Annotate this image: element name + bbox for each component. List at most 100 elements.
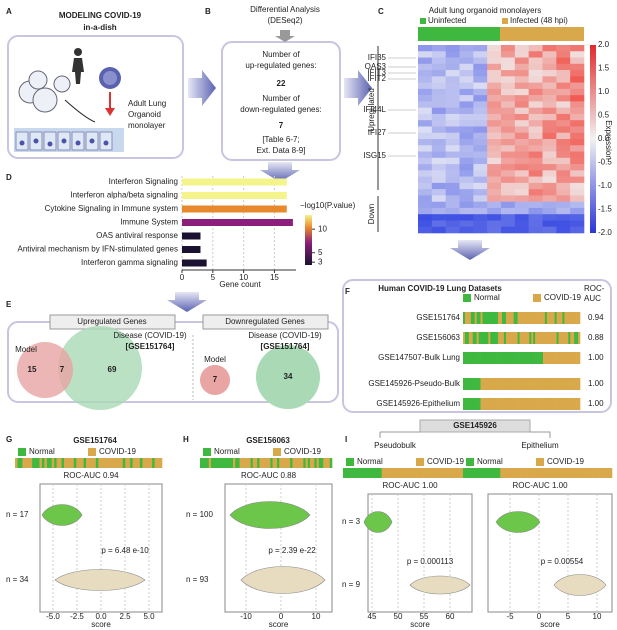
heatmap-cell <box>528 220 543 228</box>
label-stripe <box>476 332 479 344</box>
label-stripe <box>564 312 567 324</box>
label-stripe <box>488 352 491 364</box>
x-tick-label: 5.0 <box>143 612 155 621</box>
heatmap-cell <box>501 132 516 140</box>
label-stripe <box>446 468 449 478</box>
heatmap-cell <box>556 195 571 202</box>
label-stripe <box>127 458 131 468</box>
panel-letter: E <box>6 300 12 309</box>
heatmap-cell <box>542 120 557 127</box>
label-stripe <box>558 398 561 410</box>
heatmap-cell <box>501 70 516 77</box>
label-stripe <box>305 458 309 468</box>
heatmap-cell <box>542 176 557 184</box>
heatmap-cell <box>570 189 585 196</box>
heatmap-cell <box>556 57 571 65</box>
heatmap-cell <box>473 207 488 215</box>
label-stripe <box>480 468 484 478</box>
heatmap-cell <box>431 157 446 165</box>
heatmap-cell <box>556 145 571 152</box>
x-tick-label: -2.5 <box>70 612 84 621</box>
legend-swatch <box>273 448 281 456</box>
heatmap-cell <box>431 182 446 190</box>
label-stripe <box>547 468 551 478</box>
heatmap-cell <box>473 182 488 190</box>
label-stripe <box>537 332 540 344</box>
heatmap-cell <box>528 51 543 58</box>
label-stripe <box>349 468 352 478</box>
heatmap-cell <box>431 201 446 209</box>
panel-letter: G <box>6 435 12 444</box>
label-stripe <box>405 468 408 478</box>
legend-swatch <box>18 448 26 456</box>
panel-title: GSE151764 <box>73 436 117 445</box>
label-stripe <box>266 458 269 468</box>
heatmap-cell <box>501 220 516 228</box>
heatmap-cell <box>473 151 488 159</box>
heatmap-cell <box>473 132 488 140</box>
dataset-name: GSE156063 <box>416 333 460 342</box>
legend-label: Normal <box>477 457 503 466</box>
plot-frame <box>224 483 333 613</box>
heatmap-cell <box>570 70 585 77</box>
label-stripe <box>464 352 468 364</box>
label-stripe <box>329 458 333 468</box>
x-axis-label: score <box>410 620 430 629</box>
heatmap-cell <box>431 70 446 77</box>
label-stripe <box>463 468 466 478</box>
heatmap-cell <box>570 182 585 190</box>
label-stripe <box>557 468 561 478</box>
heatmap-cell <box>459 132 474 140</box>
heatmap-cell <box>528 88 543 96</box>
down-count: 7 <box>279 121 284 130</box>
heatmap-cell <box>501 95 516 102</box>
panel-letter: D <box>6 173 12 182</box>
label-stripe <box>32 458 35 468</box>
label-stripe <box>398 468 402 478</box>
label-stripe <box>439 468 443 478</box>
label-stripe <box>259 458 262 468</box>
label-stripe <box>572 468 576 478</box>
heatmap-cell <box>431 45 446 52</box>
label-stripe <box>281 458 284 468</box>
heatmap-cell <box>556 220 571 228</box>
label-stripe <box>533 352 536 364</box>
label-stripe <box>542 312 546 324</box>
label-stripe <box>472 352 475 364</box>
disease-label: [GSE151764] <box>126 342 175 351</box>
label-stripe <box>486 352 489 364</box>
panel-letter: H <box>183 435 189 444</box>
heatmap-cell <box>570 164 585 171</box>
label-stripe <box>364 468 367 478</box>
heatmap-cell <box>514 164 529 171</box>
label-stripe <box>556 332 559 344</box>
label-stripe <box>556 312 559 324</box>
bar <box>182 205 287 213</box>
label-stripe <box>533 312 536 324</box>
heatmap-cell <box>528 207 543 215</box>
label-stripe <box>552 352 555 364</box>
colorbar <box>305 215 312 265</box>
label-stripe <box>268 458 271 468</box>
label-stripe <box>539 352 542 364</box>
heatmap-cell <box>570 132 585 140</box>
legend-swatch <box>203 448 211 456</box>
heatmap-cell <box>501 145 516 152</box>
label-stripe <box>312 458 315 468</box>
heatmap-cell <box>487 157 502 165</box>
heatmap-cell <box>570 176 585 184</box>
label-stripe <box>353 468 357 478</box>
label-stripe <box>576 352 579 364</box>
label-stripe <box>486 312 489 324</box>
legend-label: Normal <box>474 293 500 302</box>
label-stripe <box>500 398 503 410</box>
label-stripe <box>274 458 278 468</box>
heatmap-cell <box>528 182 543 190</box>
label-stripe <box>490 398 493 410</box>
label-stripe <box>568 312 571 324</box>
heatmap-cell <box>487 139 502 146</box>
heatmap-cell <box>418 76 433 83</box>
heatmap-cell <box>473 226 488 234</box>
heatmap-cell <box>445 164 460 171</box>
heatmap-cell <box>431 195 446 202</box>
